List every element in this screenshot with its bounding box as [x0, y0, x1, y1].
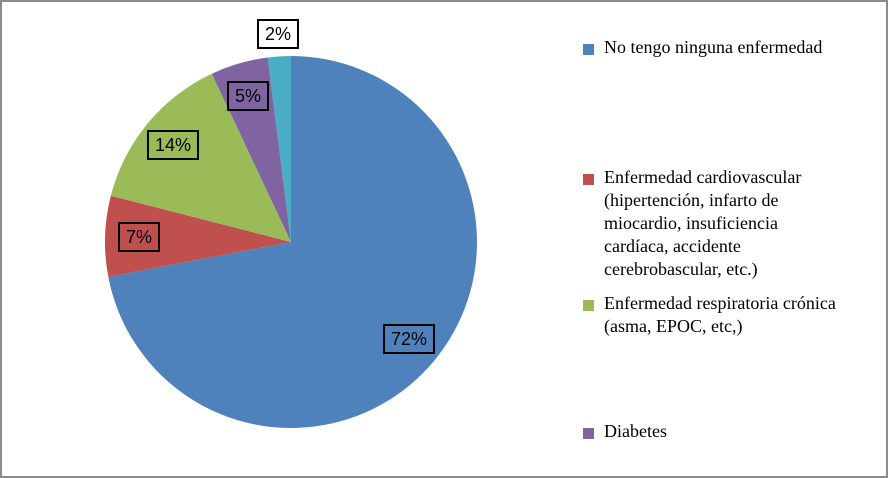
pie-slice: [211, 57, 291, 242]
legend-item: Enfermedad cardiovascular (hipertención,…: [583, 166, 875, 281]
pie-slice: [267, 56, 291, 242]
legend-item: No tengo ninguna enfermedad: [583, 36, 875, 59]
pie-slice: [110, 73, 291, 242]
legend-item: Diabetes: [583, 420, 875, 443]
legend-swatch-icon: [583, 300, 594, 311]
legend-swatch-icon: [583, 428, 594, 439]
legend-label: Diabetes: [604, 421, 667, 441]
legend-swatch-icon: [583, 174, 594, 185]
pie-slice: [104, 195, 291, 277]
legend-swatch-icon: [583, 44, 594, 55]
legend-label: No tengo ninguna enfermedad: [604, 37, 823, 57]
legend-label: Enfermedad cardiovascular (hipertención,…: [604, 167, 802, 279]
legend-item: Enfermedad respiratoria crónica (asma, E…: [583, 292, 875, 338]
legend-label: Enfermedad respiratoria crónica (asma, E…: [604, 293, 836, 336]
